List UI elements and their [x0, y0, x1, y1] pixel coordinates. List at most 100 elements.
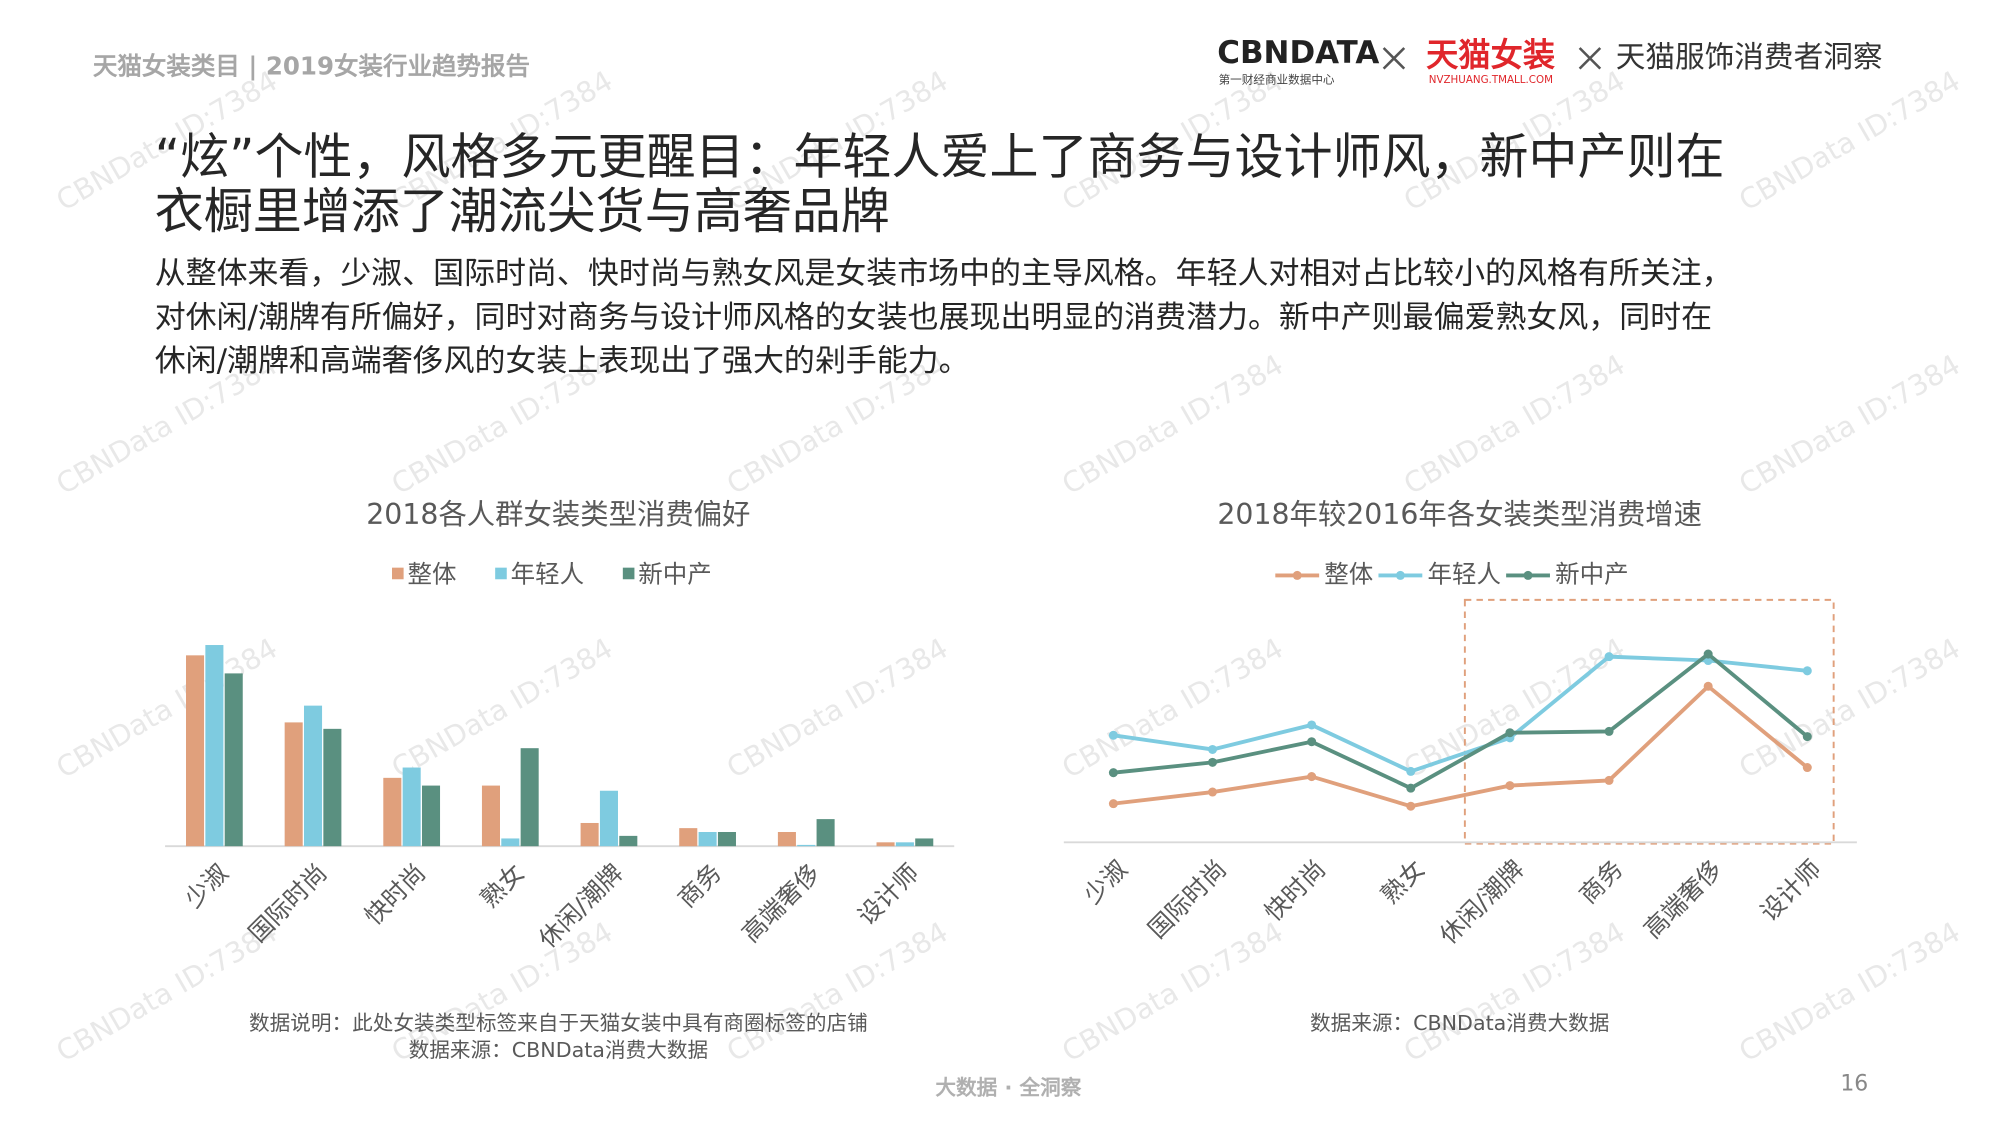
watermark: CBNData ID:7384 [1398, 915, 1630, 1068]
watermark: CBNData ID:7384 [51, 632, 283, 785]
bar [205, 645, 224, 847]
bar [876, 842, 895, 847]
point [1802, 666, 1812, 676]
bar [421, 785, 441, 847]
bar [915, 838, 934, 847]
logo-tmall-sub: NVZHUANG.TMALL.COM [1429, 74, 1553, 86]
bar [501, 838, 520, 847]
legend-label: 整体 [407, 559, 456, 588]
point [1604, 726, 1614, 736]
x-tick-label: 熟女 [475, 858, 530, 913]
note: 数据说明：此处女装类型标签来自于天猫女装中具有商圈标签的店铺 [249, 1011, 868, 1035]
bar [777, 832, 796, 847]
bar [599, 790, 618, 847]
times-icon [1578, 47, 1602, 70]
watermark: CBNData ID:7384 [721, 632, 953, 785]
watermark: CBNData ID:7384 [1734, 348, 1966, 501]
point [1406, 801, 1416, 811]
highlight-box [1463, 598, 1835, 845]
line [1113, 683, 1809, 809]
bar [481, 785, 500, 847]
point [1208, 757, 1218, 767]
point [1307, 720, 1317, 730]
logo-cbn: CBNDATA [1217, 35, 1379, 71]
x-tick-label: 休闲/潮牌 [1434, 854, 1530, 950]
bar [520, 748, 539, 847]
x-tick-label: 商务 [672, 858, 727, 913]
watermark: CBNData ID:7384 [1057, 632, 1289, 785]
point [1802, 732, 1812, 742]
x-tick-label: 少淑 [1078, 854, 1133, 909]
report-name: 天猫女装类目 | 2019女装行业趋势报告 [93, 51, 530, 80]
bar [284, 722, 303, 847]
bar [383, 777, 402, 847]
x-tick-label: 商务 [1573, 854, 1628, 909]
legend-swatch [622, 567, 635, 580]
bar [816, 819, 835, 847]
chart-title: 2018各人群女装类型消费偏好 [366, 498, 750, 531]
legend-label: 年轻人 [511, 559, 585, 588]
x-tick-label: 快时尚 [359, 858, 431, 930]
line [1113, 654, 1808, 774]
watermark: CBNData ID:7384 [386, 632, 618, 785]
body-line: 对休闲/潮牌有所偏好，同时对商务与设计师风格的女装也展现出明显的消费潜力。新中产… [155, 299, 1712, 335]
watermark: CBNData ID:7384 [1398, 348, 1630, 501]
legend-swatch [1292, 570, 1302, 580]
x-tick-label: 熟女 [1375, 854, 1430, 909]
x-tick-label: 国际时尚 [1142, 854, 1232, 944]
note: 数据来源：CBNData消费大数据 [409, 1038, 708, 1062]
legend-label: 新中产 [1555, 559, 1629, 588]
note: 数据来源：CBNData消费大数据 [1310, 1011, 1609, 1035]
point [1307, 737, 1317, 747]
legend-swatch [495, 567, 507, 580]
bar [895, 842, 914, 847]
point [1505, 728, 1515, 738]
watermark: CBNData ID:7384 [51, 915, 283, 1068]
point [1208, 744, 1218, 754]
bar [679, 828, 698, 847]
body-line: 休闲/潮牌和高端奢侈风的女装上表现出了强大的剁手能力。 [155, 343, 970, 379]
x-tick-label: 设计师 [852, 858, 924, 930]
point [1307, 772, 1317, 782]
bar [717, 832, 736, 847]
watermark: CBNData ID:7384 [1734, 915, 1966, 1068]
watermark: CBNData ID:7384 [1734, 64, 1966, 217]
point [1703, 681, 1713, 691]
logo-tmall: 天猫女装 [1426, 36, 1556, 74]
bar [698, 832, 717, 847]
bar [580, 822, 599, 847]
partner: 天猫服饰消费者洞察 [1616, 39, 1883, 74]
point [1802, 763, 1812, 773]
bar [402, 767, 421, 847]
legend-label: 新中产 [638, 559, 712, 588]
point [1604, 652, 1614, 662]
x-tick-label: 设计师 [1754, 854, 1826, 926]
chart-title: 2018年较2016年各女装类型消费增速 [1217, 498, 1702, 531]
bar [303, 705, 323, 847]
point [1108, 768, 1118, 778]
x-tick-label: 快时尚 [1259, 854, 1331, 926]
x-tick-label: 高端奢侈 [1638, 854, 1728, 944]
point [1604, 775, 1614, 785]
point [1108, 799, 1118, 809]
point [1208, 787, 1218, 797]
watermark: CBNData ID:7384 [1057, 915, 1289, 1068]
bar [224, 673, 243, 847]
x-tick-label: 国际时尚 [243, 858, 333, 948]
legend-swatch [392, 567, 404, 580]
bar [323, 728, 342, 847]
slogan: 大数据 · 全洞察 [935, 1076, 1081, 1100]
point [1406, 783, 1416, 793]
legend-swatch [1523, 570, 1533, 580]
legend-label: 整体 [1324, 559, 1373, 588]
watermark: CBNData ID:7384 [1734, 632, 1966, 785]
watermark: CBNData ID:7384 [1057, 348, 1289, 501]
line [1113, 651, 1809, 791]
x-tick-label: 高端奢侈 [736, 858, 826, 948]
bar [619, 835, 638, 847]
bar [797, 844, 816, 847]
point [1406, 766, 1416, 776]
point [1703, 649, 1713, 659]
